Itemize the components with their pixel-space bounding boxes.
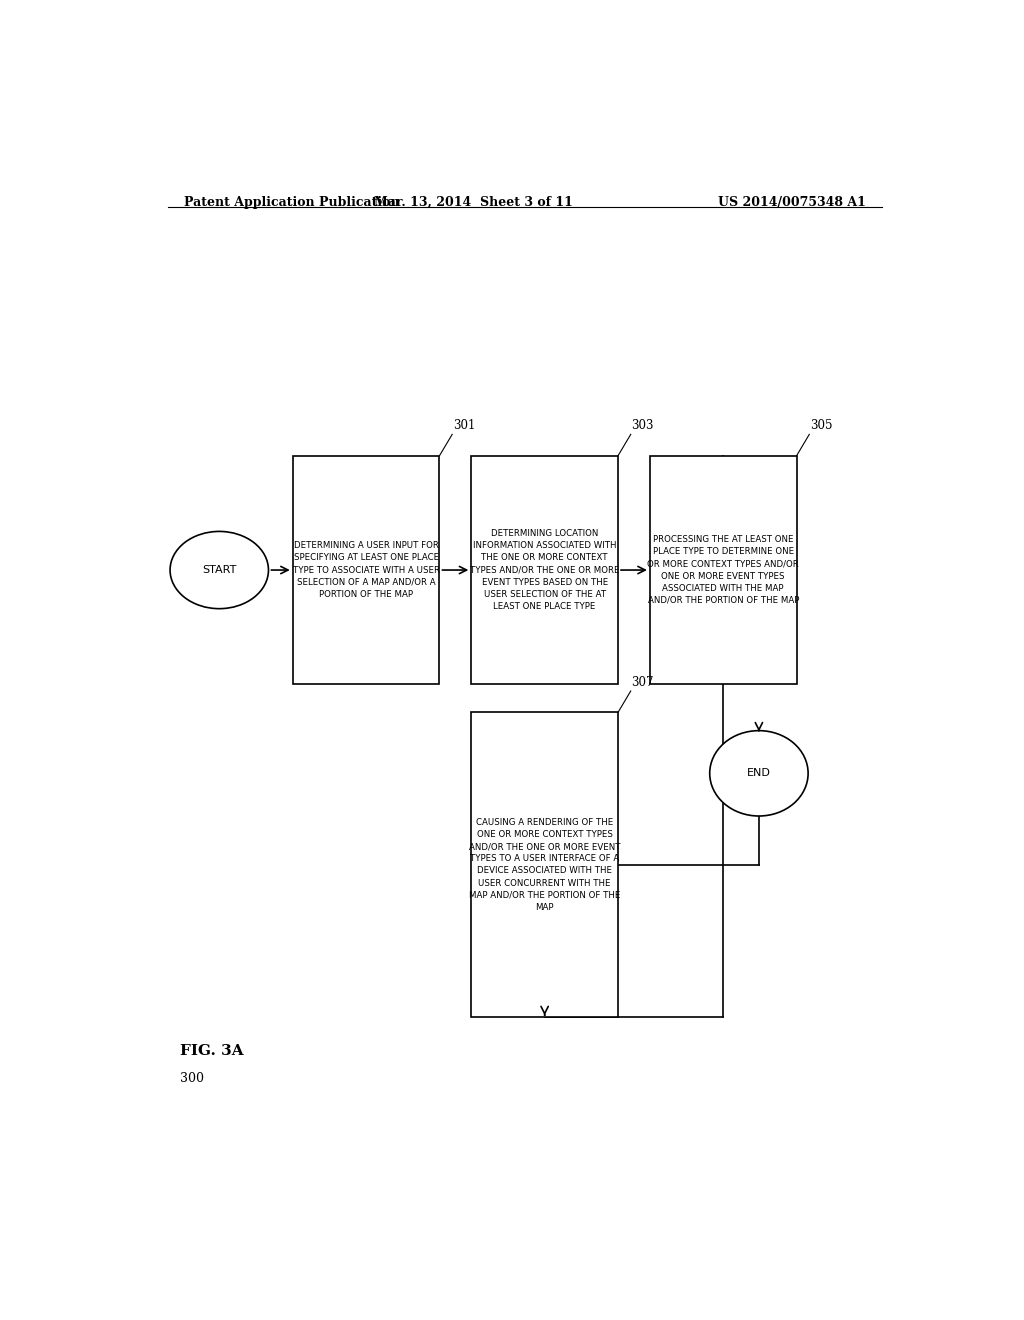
Text: 303: 303 <box>632 420 654 433</box>
Text: 305: 305 <box>810 420 833 433</box>
Text: CAUSING A RENDERING OF THE
ONE OR MORE CONTEXT TYPES
AND/OR THE ONE OR MORE EVEN: CAUSING A RENDERING OF THE ONE OR MORE C… <box>469 818 621 912</box>
Text: FIG. 3A: FIG. 3A <box>179 1044 244 1057</box>
Text: 301: 301 <box>453 420 475 433</box>
Text: US 2014/0075348 A1: US 2014/0075348 A1 <box>718 195 866 209</box>
Text: START: START <box>202 565 237 576</box>
Text: Mar. 13, 2014  Sheet 3 of 11: Mar. 13, 2014 Sheet 3 of 11 <box>374 195 572 209</box>
Text: END: END <box>746 768 771 779</box>
FancyBboxPatch shape <box>471 713 618 1018</box>
FancyBboxPatch shape <box>650 455 797 684</box>
Ellipse shape <box>710 731 808 816</box>
FancyBboxPatch shape <box>293 455 439 684</box>
Ellipse shape <box>170 532 268 609</box>
FancyBboxPatch shape <box>471 455 618 684</box>
Text: 307: 307 <box>632 676 654 689</box>
Text: 300: 300 <box>179 1072 204 1085</box>
Text: Patent Application Publication: Patent Application Publication <box>183 195 399 209</box>
Text: DETERMINING LOCATION
INFORMATION ASSOCIATED WITH
THE ONE OR MORE CONTEXT
TYPES A: DETERMINING LOCATION INFORMATION ASSOCIA… <box>470 529 620 611</box>
Text: DETERMINING A USER INPUT FOR
SPECIFYING AT LEAST ONE PLACE
TYPE TO ASSOCIATE WIT: DETERMINING A USER INPUT FOR SPECIFYING … <box>293 541 439 599</box>
Text: PROCESSING THE AT LEAST ONE
PLACE TYPE TO DETERMINE ONE
OR MORE CONTEXT TYPES AN: PROCESSING THE AT LEAST ONE PLACE TYPE T… <box>647 535 799 605</box>
